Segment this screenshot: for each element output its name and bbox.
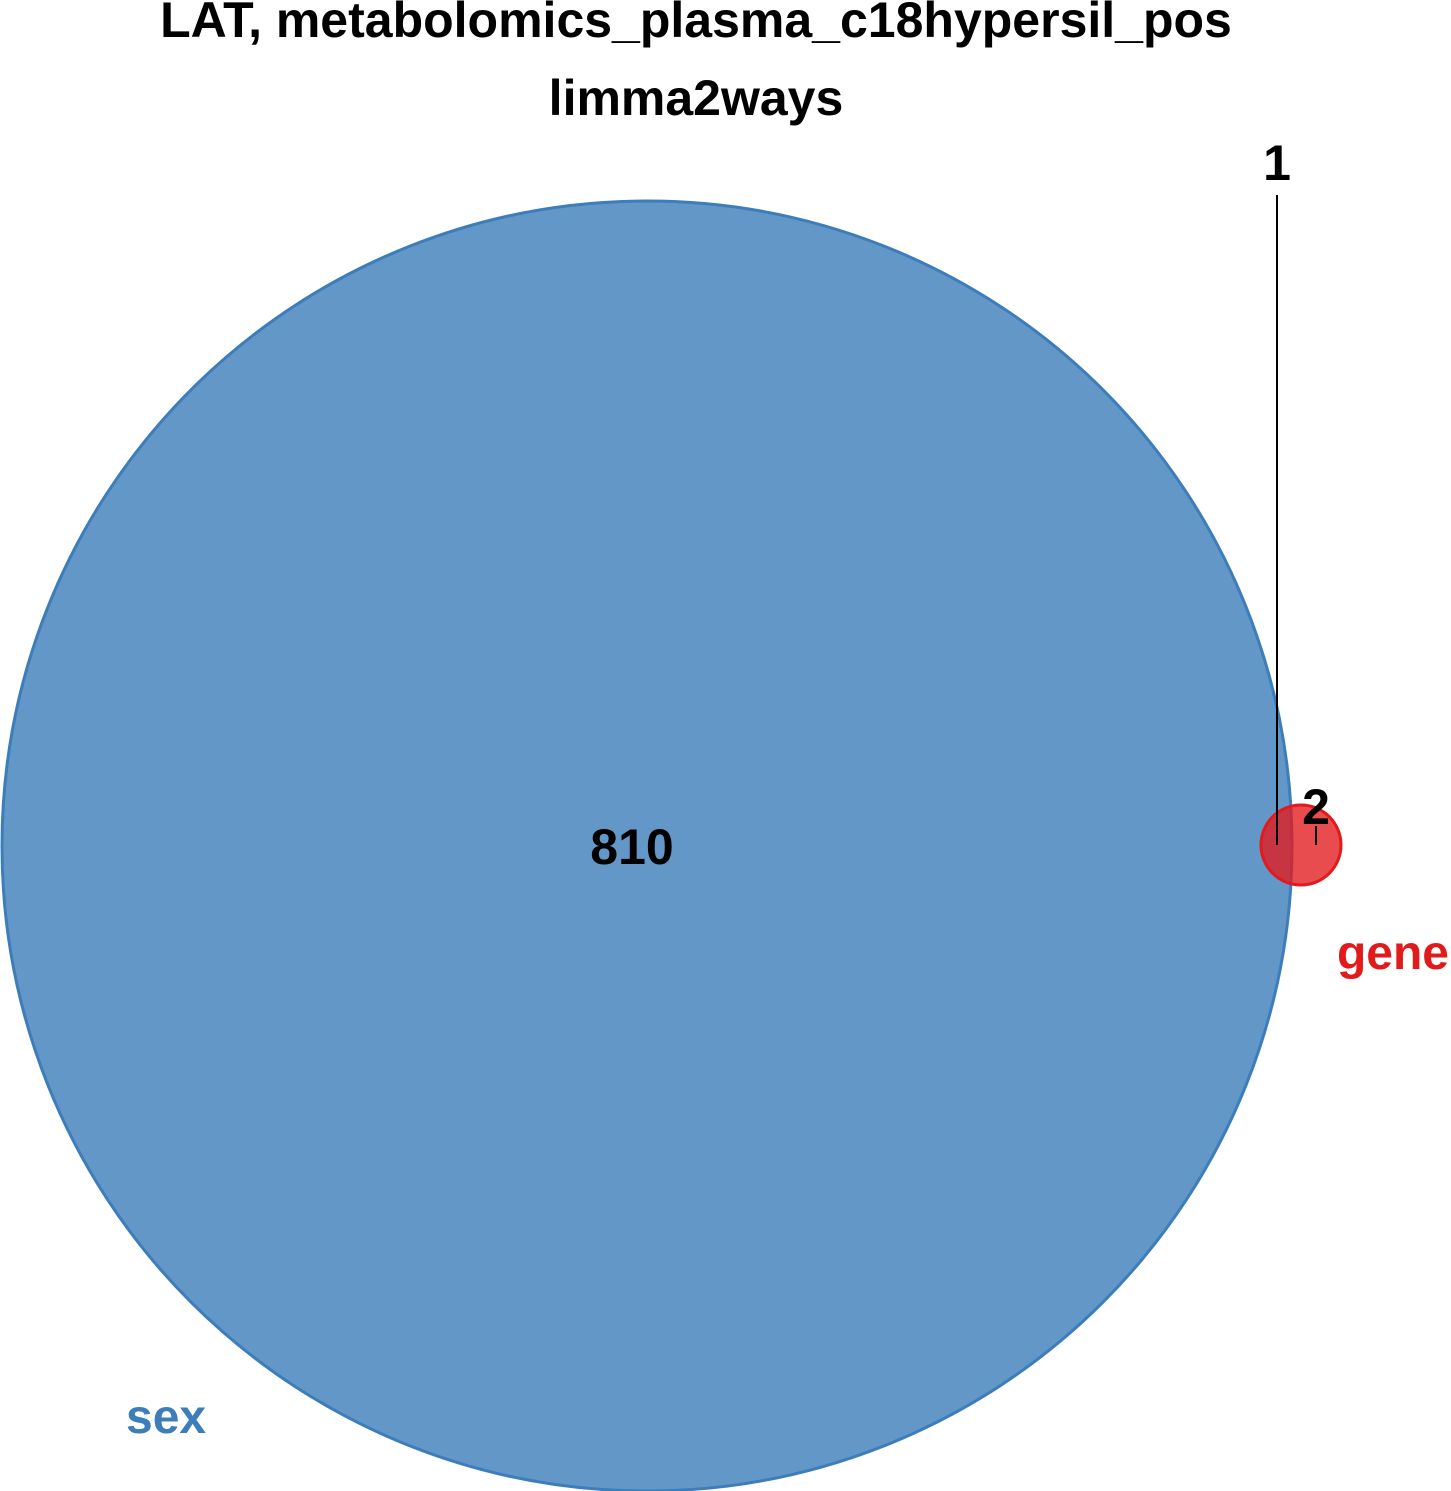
count-sex-only: 810: [590, 819, 673, 875]
set-label-gene: gene: [1337, 927, 1449, 980]
chart-title: LAT, metabolomics_plasma_c18hypersil_pos: [160, 0, 1232, 48]
count-gene-only: 2: [1302, 779, 1330, 835]
set-label-sex: sex: [126, 1391, 206, 1444]
count-intersection: 1: [1263, 135, 1291, 191]
set-circle-gene: [1259, 803, 1343, 887]
chart-subtitle: limma2ways: [549, 70, 844, 126]
